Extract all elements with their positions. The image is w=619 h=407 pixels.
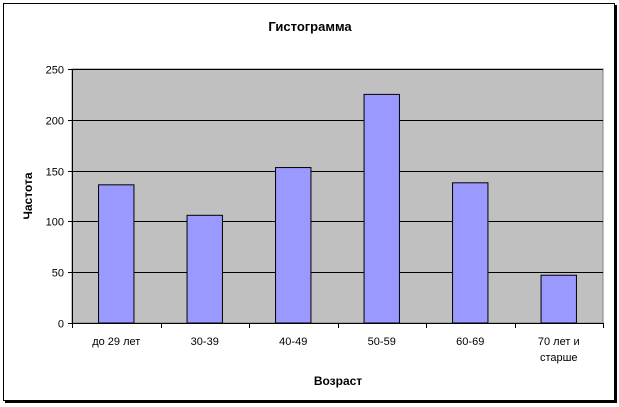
y-tick-label: 50	[52, 268, 64, 280]
bar-70 лет и старше	[540, 274, 577, 324]
x-tick-label: 40-49	[279, 336, 307, 348]
bar-30-39	[186, 214, 223, 324]
bar-до 29 лет	[98, 184, 135, 324]
y-tick-label: 100	[46, 217, 64, 229]
y-axis-label: Частота	[21, 172, 35, 219]
chart-title: Гистограмма	[268, 19, 352, 34]
x-tick-label: 50-59	[368, 336, 396, 348]
x-tick-label: старше	[540, 352, 578, 364]
x-axis-label: Возраст	[314, 374, 362, 388]
plot-area	[71, 68, 604, 324]
x-tick-label: 30-39	[191, 336, 219, 348]
x-tick-label: 70 лет и	[538, 336, 580, 348]
y-tick-label: 150	[46, 167, 64, 179]
bar-50-59	[363, 93, 400, 324]
x-tick-label: 60-69	[456, 336, 484, 348]
y-tick-label: 0	[58, 319, 64, 331]
x-tick-label: до 29 лет	[92, 336, 140, 348]
bar-40-49	[275, 167, 312, 324]
bar-60-69	[452, 182, 489, 324]
y-tick-label: 200	[46, 116, 64, 128]
y-tick-label: 250	[46, 65, 64, 77]
